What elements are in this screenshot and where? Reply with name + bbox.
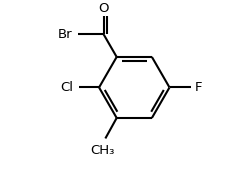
Text: F: F [194, 81, 202, 94]
Text: CH₃: CH₃ [90, 144, 114, 157]
Text: Br: Br [58, 28, 72, 41]
Text: O: O [98, 2, 109, 15]
Text: Cl: Cl [60, 81, 73, 94]
